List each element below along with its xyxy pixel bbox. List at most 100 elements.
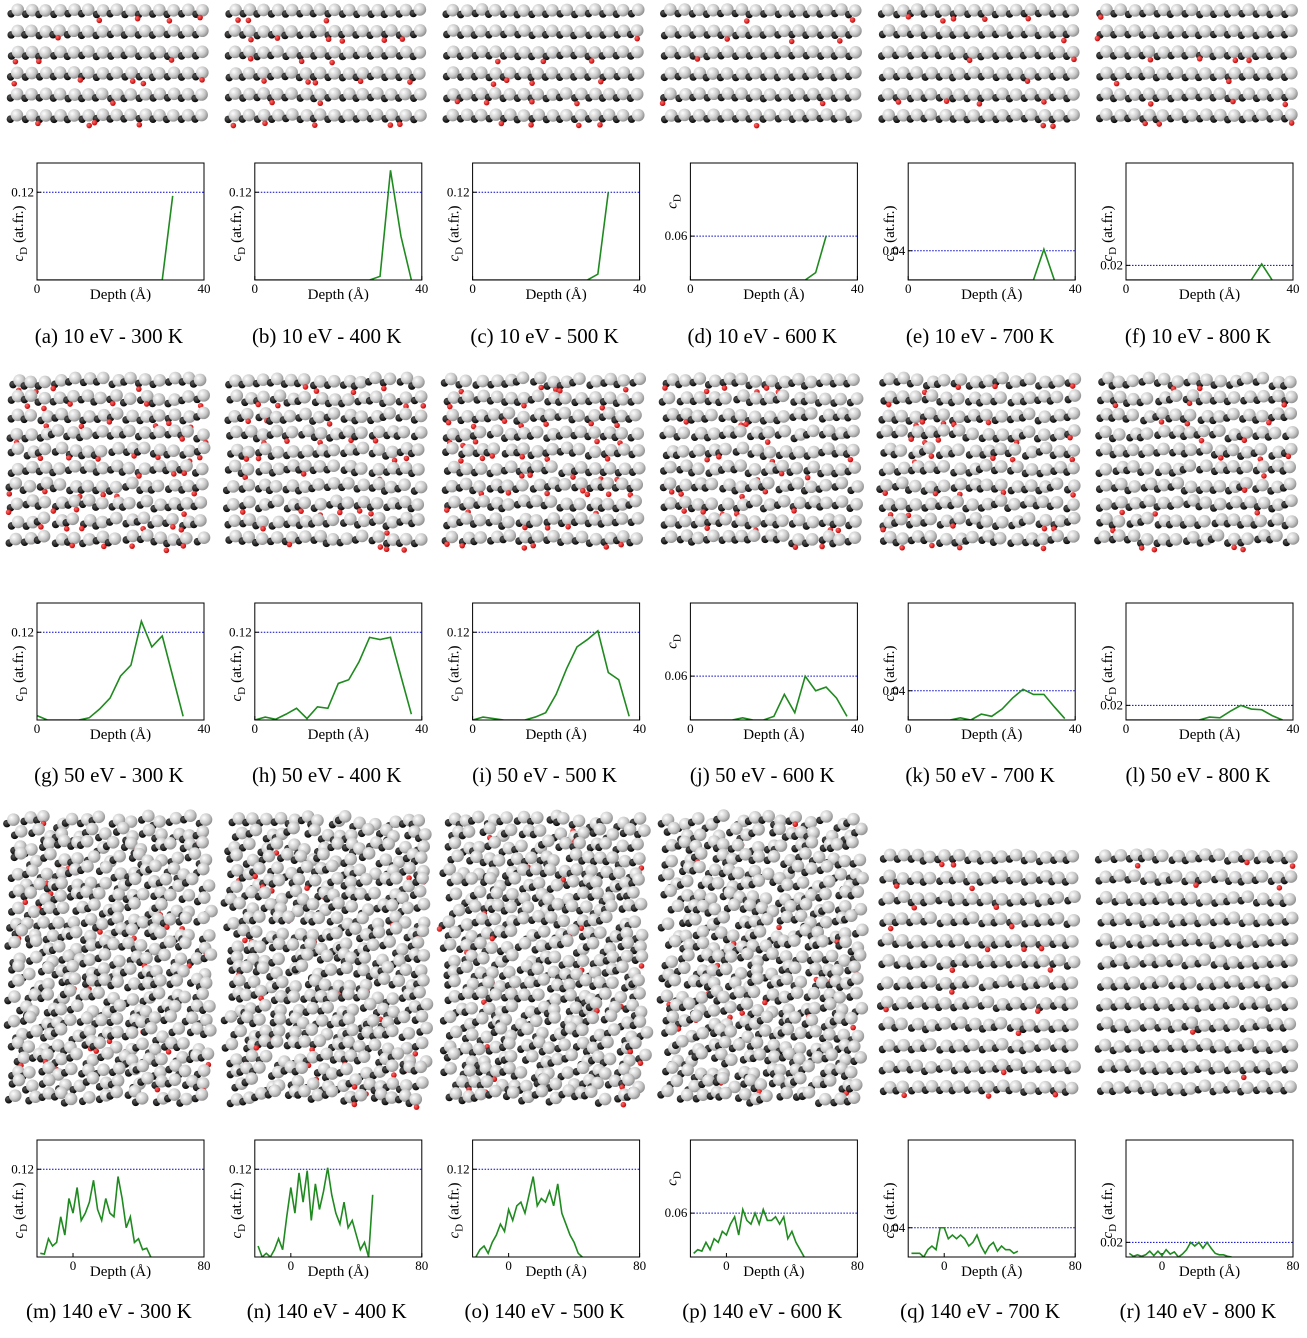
tungsten-atom	[475, 462, 488, 475]
tungsten-atom	[981, 46, 994, 59]
tungsten-atom	[503, 529, 516, 542]
tungsten-atom	[532, 445, 545, 458]
tungsten-atom	[307, 898, 320, 911]
tungsten-atom	[143, 824, 156, 837]
tungsten-atom	[204, 1024, 217, 1037]
tungsten-atom	[665, 530, 678, 543]
tungsten-atom	[1185, 443, 1198, 456]
data-line	[258, 1168, 373, 1257]
deuterium-atom	[499, 121, 505, 127]
tungsten-atom	[538, 925, 551, 938]
deuterium-atom	[506, 490, 512, 496]
deuterium-atom	[588, 421, 594, 427]
tungsten-atom	[895, 444, 908, 457]
x-tick-label: 0	[469, 721, 476, 736]
tungsten-atom	[557, 812, 570, 825]
tungsten-atom	[373, 512, 386, 525]
tungsten-atom	[286, 426, 299, 439]
tungsten-atom	[349, 1073, 362, 1086]
tungsten-atom	[101, 1047, 114, 1060]
tungsten-atom	[531, 811, 544, 824]
plot-area	[258, 1168, 373, 1257]
y-label-unit: (at.fr.)	[11, 645, 27, 682]
tungsten-atom	[197, 407, 210, 420]
tungsten-atom	[559, 392, 572, 405]
tungsten-atom	[302, 445, 315, 458]
tungsten-atom	[197, 863, 210, 876]
deuterium-atom	[303, 384, 309, 390]
tungsten-atom	[604, 462, 617, 475]
tungsten-atom	[895, 498, 908, 511]
tungsten-atom	[285, 87, 298, 100]
data-line	[40, 1177, 151, 1257]
deuterium-atom	[1113, 403, 1119, 409]
deuterium-atom	[373, 438, 379, 444]
tungsten-atom	[1156, 88, 1169, 101]
tungsten-atom	[1068, 424, 1081, 437]
tungsten-atom	[128, 897, 141, 910]
tungsten-atom	[99, 948, 112, 961]
tungsten-atom	[202, 1047, 215, 1060]
tungsten-atom	[398, 426, 411, 439]
deuterium-atom	[169, 57, 175, 63]
x-axis-label: Depth (Å)	[308, 727, 369, 743]
tungsten-atom	[910, 498, 923, 511]
x-axis-label: Depth (Å)	[743, 727, 804, 743]
deuterium-atom	[144, 401, 150, 407]
tungsten-atom	[416, 1076, 429, 1089]
tungsten-atom	[152, 480, 165, 493]
tungsten-atom	[167, 4, 180, 17]
tungsten-atom	[196, 1088, 209, 1101]
tungsten-atom	[1067, 498, 1080, 511]
tungsten-atom	[200, 977, 213, 990]
tungsten-atom	[390, 872, 403, 885]
deuterium-atom	[110, 401, 116, 407]
tungsten-atom	[28, 905, 41, 918]
tungsten-atom	[489, 87, 502, 100]
tungsten-atom	[272, 446, 285, 459]
caption: (a) 10 eV - 300 K	[35, 324, 183, 348]
deuterium-atom	[255, 402, 261, 408]
tungsten-atom	[792, 477, 805, 490]
x-tick-label: 0	[34, 281, 41, 296]
tungsten-atom	[418, 949, 431, 962]
tungsten-atom	[1184, 409, 1197, 422]
deuterium-atom	[1071, 57, 1077, 63]
y-label-unit: (at.fr.)	[1100, 205, 1116, 242]
tungsten-atom	[1067, 88, 1080, 101]
deuterium-atom	[957, 545, 963, 551]
tungsten-atom	[1170, 389, 1183, 402]
tungsten-atom	[16, 924, 29, 937]
tungsten-atom	[1184, 459, 1197, 472]
deuterium-atom	[886, 402, 892, 408]
x-axis-label: Depth (Å)	[1179, 287, 1240, 303]
tungsten-atom	[326, 1085, 339, 1098]
tungsten-atom	[53, 940, 66, 953]
tungsten-atom	[23, 1066, 36, 1079]
tungsten-atom	[412, 463, 425, 476]
deuterium-atom	[1266, 420, 1272, 426]
tungsten-atom	[95, 445, 108, 458]
tungsten-atom	[140, 952, 153, 965]
plot-frame	[690, 163, 857, 280]
x-tick-label: 0	[70, 1258, 77, 1273]
tungsten-atom	[1240, 460, 1253, 473]
tungsten-atom	[414, 88, 427, 101]
x-tick-label: 80	[198, 1258, 211, 1273]
tungsten-atom	[1285, 4, 1298, 17]
tungsten-atom	[967, 109, 980, 122]
deuterium-atom	[576, 123, 582, 129]
tungsten-atom	[628, 915, 641, 928]
deuterium-atom	[314, 388, 320, 394]
tungsten-atom	[632, 873, 645, 886]
deuterium-atom	[275, 403, 281, 409]
tungsten-atom	[996, 428, 1009, 441]
deuterium-atom	[313, 80, 319, 86]
tungsten-atom	[399, 109, 412, 122]
tungsten-atom	[573, 837, 586, 850]
tungsten-atom	[113, 850, 126, 863]
tungsten-atom	[849, 25, 862, 38]
tungsten-atom	[1284, 46, 1297, 59]
tungsten-atom	[23, 968, 36, 981]
tungsten-atom	[519, 937, 532, 950]
